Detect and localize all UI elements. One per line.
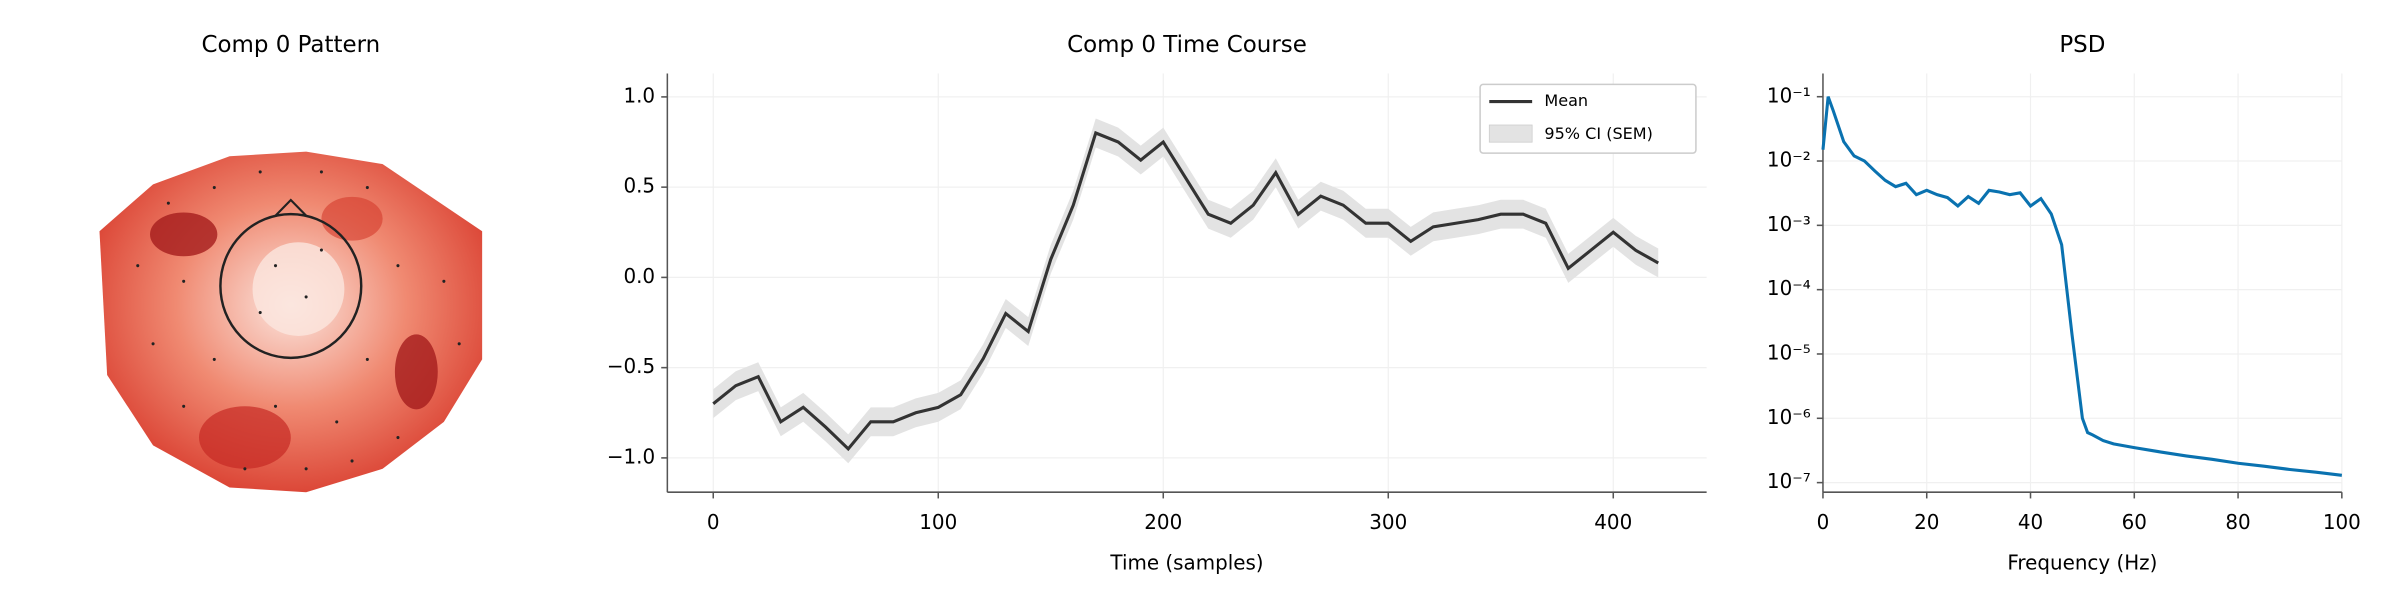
legend-swatch	[1488, 124, 1533, 143]
y-tick-label: 10⁻⁷	[1767, 469, 1811, 493]
x-tick-label: 0	[1817, 510, 1830, 534]
x-tick-label: 20	[1914, 510, 1939, 534]
topomap: Comp 0 Pattern	[99, 31, 483, 493]
x-tick-label: 40	[2018, 510, 2043, 534]
x-axis-label: Frequency (Hz)	[2007, 550, 2157, 574]
data-line	[712, 130, 1659, 452]
y-tick-label: 0.0	[623, 264, 655, 288]
legend-label: 95% CI (SEM)	[1544, 124, 1653, 143]
x-tick-label: 100	[2323, 510, 2361, 534]
y-tick-label: 10⁻⁴	[1767, 276, 1811, 300]
y-tick-label: −1.0	[607, 444, 655, 468]
ci-band	[713, 118, 1659, 464]
x-tick-label: 60	[2122, 510, 2147, 534]
y-tick-label: 10⁻³	[1767, 212, 1811, 236]
x-tick-label: 100	[919, 510, 957, 534]
x-tick-label: 0	[707, 510, 720, 534]
data-line	[1821, 96, 2343, 477]
y-tick-label: 10⁻⁶	[1767, 405, 1811, 429]
panel-title: Comp 0 Pattern	[201, 31, 380, 58]
y-tick-label: 10⁻¹	[1767, 83, 1811, 107]
y-tick-label: 10⁻²	[1767, 147, 1811, 171]
legend-label: Mean	[1544, 91, 1588, 110]
legend: Mean 95% CI (SEM)	[1479, 83, 1697, 154]
y-tick-label: −0.5	[607, 354, 655, 378]
panel-title: PSD	[2059, 31, 2105, 58]
y-tick-label: 1.0	[623, 83, 655, 107]
x-tick-label: 80	[2225, 510, 2250, 534]
y-tick-label: 10⁻⁵	[1767, 340, 1811, 364]
legend-box	[1479, 83, 1697, 154]
x-tick-label: 200	[1144, 510, 1182, 534]
panel-title: Comp 0 Time Course	[1067, 31, 1307, 58]
x-tick-label: 300	[1369, 510, 1407, 534]
x-tick-label: 400	[1594, 510, 1632, 534]
y-tick-label: 0.5	[623, 174, 655, 198]
x-axis-label: Time (samples)	[1109, 550, 1263, 574]
